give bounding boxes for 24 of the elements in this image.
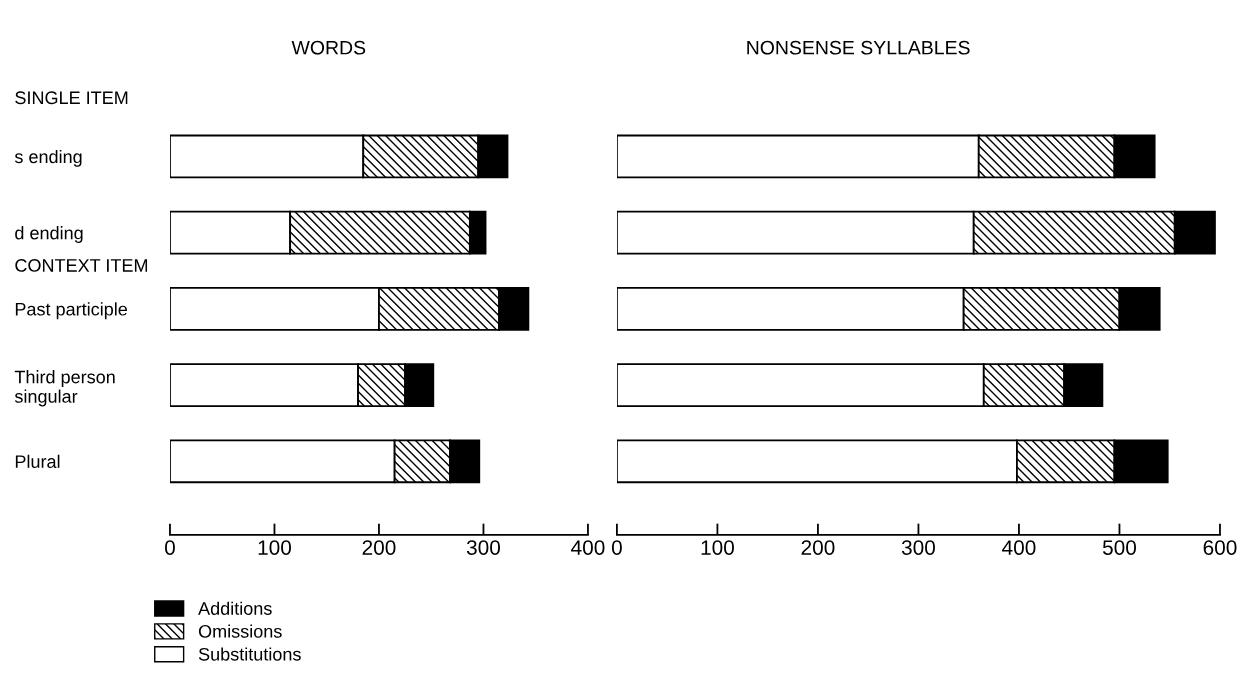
x-tick-label: 600 — [1203, 540, 1237, 555]
y-tick-label: Third person singular — [14, 370, 115, 407]
x-tick-label: 200 — [362, 540, 396, 555]
text: SINGLE ITEM — [15, 91, 128, 105]
legend-label: Additions — [198, 601, 272, 615]
x-tick-label: 300 — [466, 540, 501, 555]
x-tick-label: 0 — [164, 540, 175, 555]
x-tick-label: 300 — [901, 540, 936, 555]
y-tick-label: s ending — [14, 149, 82, 167]
x-tick-label: 200 — [801, 540, 835, 555]
y-tick-label: Past participle — [15, 302, 128, 320]
x-tick-label: 400 — [571, 540, 605, 555]
chart-title: NONSENSE SYLLABLES — [747, 40, 970, 55]
x-tick-label: 400 — [1002, 540, 1036, 555]
x-tick-label: 500 — [1102, 540, 1137, 555]
legend-label: Substitutions — [198, 647, 301, 661]
y-tick-label: d ending — [15, 226, 83, 243]
x-tick-label: 100 — [258, 540, 292, 555]
text: CONTEXT ITEM — [15, 259, 148, 272]
legend-label: Omissions — [198, 624, 282, 638]
x-tick-label: 100 — [701, 540, 734, 555]
x-tick-label: 0 — [611, 540, 622, 555]
y-tick-label: Plural — [15, 454, 60, 468]
chart-title: WORDS — [291, 40, 366, 55]
